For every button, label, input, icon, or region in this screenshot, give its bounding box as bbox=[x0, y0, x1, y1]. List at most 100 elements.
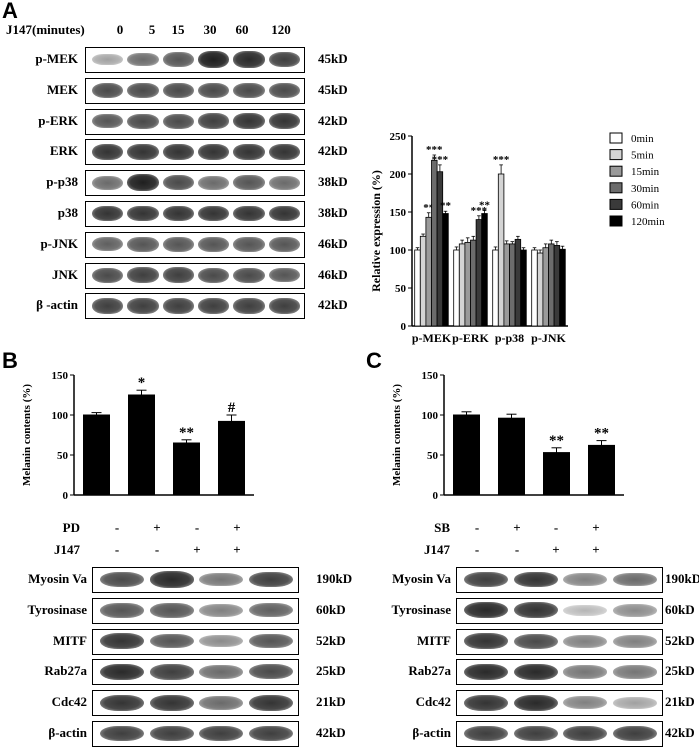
protein-band bbox=[198, 237, 230, 252]
protein-band bbox=[268, 205, 300, 222]
molecular-weight-label: 46kD bbox=[318, 235, 348, 251]
bar bbox=[128, 394, 155, 496]
bar bbox=[173, 442, 200, 496]
panel-a-bar-chart: 0 50 100 150 200 250 Relative expression (%) **… bbox=[369, 131, 665, 345]
protein-band bbox=[149, 725, 194, 742]
protein-band bbox=[233, 205, 265, 222]
legend-label: 15min bbox=[631, 166, 660, 178]
time-point-label: 15 bbox=[171, 22, 185, 37]
blot-label: p-ERK bbox=[38, 112, 78, 128]
protein-band bbox=[268, 82, 300, 98]
blot-strip bbox=[92, 690, 299, 717]
molecular-weight-label: 42kD bbox=[318, 112, 348, 128]
legend-swatch bbox=[609, 165, 623, 177]
protein-band bbox=[149, 633, 194, 649]
blot-label: β-actin bbox=[48, 725, 87, 740]
blot-strip bbox=[92, 597, 299, 624]
protein-band bbox=[463, 602, 508, 619]
blot-strip bbox=[85, 262, 305, 289]
bar bbox=[218, 420, 245, 496]
y-tick-label: 100 bbox=[390, 245, 407, 257]
bar bbox=[536, 252, 544, 327]
y-tick-label: 200 bbox=[390, 169, 407, 181]
protein-band bbox=[199, 572, 244, 587]
protein-band bbox=[199, 634, 244, 648]
blot-label: JNK bbox=[52, 266, 78, 282]
protein-band bbox=[463, 725, 508, 742]
protein-band bbox=[127, 205, 159, 222]
blot-strip bbox=[85, 293, 305, 320]
blot-label: β-actin bbox=[412, 725, 451, 740]
protein-band bbox=[92, 53, 124, 66]
protein-band bbox=[249, 633, 293, 649]
protein-band bbox=[149, 571, 194, 588]
bar bbox=[453, 249, 460, 327]
panel-a-letter: A bbox=[2, 0, 18, 23]
protein-band bbox=[613, 725, 657, 742]
y-axis-label: Melanin contents (%) bbox=[21, 384, 33, 486]
legend-swatch bbox=[609, 182, 623, 194]
bar bbox=[531, 249, 538, 327]
blot-strip bbox=[456, 721, 663, 747]
bar bbox=[470, 239, 477, 327]
treatment-sign: + bbox=[513, 520, 521, 535]
protein-band bbox=[198, 113, 230, 129]
protein-band bbox=[563, 573, 608, 586]
significance-label: ** bbox=[594, 426, 609, 442]
protein-band bbox=[127, 144, 159, 160]
protein-band bbox=[149, 694, 194, 711]
blot-label: p-p38 bbox=[46, 174, 78, 190]
protein-band bbox=[268, 267, 300, 283]
category-label: p-p38 bbox=[495, 331, 524, 345]
protein-band bbox=[199, 695, 244, 710]
legend-label: 60min bbox=[631, 199, 660, 211]
protein-band bbox=[268, 237, 300, 252]
protein-band bbox=[99, 725, 144, 742]
blot-label: Rab27a bbox=[44, 663, 87, 679]
protein-band bbox=[162, 267, 194, 283]
molecular-weight-label: 60kD bbox=[665, 601, 695, 617]
treatment-label: J147 bbox=[424, 542, 450, 557]
molecular-weight-label: 60kD bbox=[316, 601, 346, 617]
time-point-label: 0 bbox=[116, 22, 124, 37]
bar bbox=[475, 219, 483, 327]
protein-band bbox=[513, 602, 558, 619]
protein-band bbox=[249, 603, 293, 618]
molecular-weight-label: 46kD bbox=[318, 266, 348, 282]
y-tick-label: 50 bbox=[395, 283, 407, 295]
protein-band bbox=[198, 82, 230, 98]
protein-band bbox=[162, 52, 194, 67]
protein-band bbox=[127, 113, 159, 129]
significance-label: ** bbox=[440, 200, 452, 212]
blot-label: p38 bbox=[57, 205, 78, 220]
bar bbox=[514, 238, 522, 327]
y-tick-label: 150 bbox=[52, 370, 69, 382]
bar bbox=[559, 248, 566, 327]
bar bbox=[431, 159, 438, 327]
bar bbox=[492, 249, 499, 327]
category-label: p-JNK bbox=[531, 331, 566, 345]
molecular-weight-label: 21kD bbox=[665, 694, 695, 710]
protein-band bbox=[233, 82, 265, 98]
protein-band bbox=[563, 696, 608, 710]
treatment-sign: + bbox=[233, 542, 241, 557]
molecular-weight-label: 45kD bbox=[318, 81, 348, 97]
blot-strip bbox=[456, 628, 663, 655]
protein-band bbox=[199, 725, 244, 742]
y-tick-label: 100 bbox=[422, 410, 439, 422]
protein-band bbox=[198, 267, 230, 283]
treatment-label: J147 bbox=[54, 542, 80, 557]
protein-band bbox=[127, 52, 159, 67]
bar bbox=[509, 243, 516, 327]
protein-band bbox=[162, 113, 194, 129]
treatment-sign: - bbox=[114, 542, 120, 557]
treatment-sign: - bbox=[514, 542, 520, 557]
protein-band bbox=[99, 694, 144, 711]
legend-label: 5min bbox=[631, 150, 654, 162]
treatment-sign: - bbox=[474, 542, 480, 557]
blot-strip bbox=[85, 201, 305, 227]
protein-band bbox=[233, 237, 265, 252]
protein-band bbox=[513, 663, 558, 680]
protein-band bbox=[563, 634, 608, 648]
